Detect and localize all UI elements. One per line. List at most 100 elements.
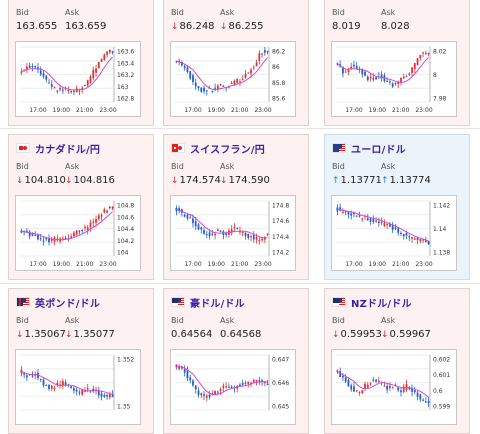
candle [56,90,59,92]
intraday-chart[interactable]: 86.2 86 85.8 85.6 17:00 19:00 21:00 23:00 [170,41,296,117]
y-tick-label: 104.6 [117,214,134,221]
candle [192,218,194,224]
candle [56,238,59,240]
candle [205,90,208,92]
candle [369,77,372,79]
currency-tile[interactable]: 英ポンド/ドル Bid Ask ↓1.35067 ↓1.35077 1.352 1.35 [8,288,154,434]
ask-value-text: 163.659 [65,21,107,32]
candle [200,393,203,396]
currency-pair-link[interactable]: カナダドル/円 [35,144,101,156]
intraday-chart[interactable]: 0.647 0.646 0.645 [170,349,296,425]
candle [419,55,422,59]
candle [408,73,411,75]
currency-tile[interactable]: スイスフラン/円 Bid Ask ↓174.574 ↓174.590 174.8 174.6… [163,134,309,280]
intraday-chart[interactable]: 1.142 1.14 1.138 17:00 19:00 21:00 23:00 [331,195,457,271]
currency-pair-link[interactable]: NZドル/円 [190,0,240,2]
bid-label: Bid [332,8,345,17]
candle [397,387,400,391]
ask-label: Ask [65,316,80,325]
currency-pair-link[interactable]: ランド/円 [351,0,396,2]
bid-value: 163.655 [16,21,57,32]
candle [219,231,222,233]
candle [422,399,424,401]
currency-tile[interactable]: ユーロ/ドル Bid Ask ↑1.13771 ↑1.13774 1.142 1.14 1.1… [324,134,470,280]
candle [233,80,236,86]
moving-average-line [21,371,113,395]
candle [250,69,252,74]
ask-label: Ask [220,316,235,325]
currency-tile[interactable]: ランド/円BidAsk8.0198.0288.0287.9817:0019:00… [324,0,470,126]
candle [241,383,244,385]
candle [45,75,48,80]
candle [108,393,111,398]
candle [386,224,389,226]
candle [411,67,413,73]
candle [416,58,419,66]
y-tick-label: 8 [433,72,437,79]
candle [200,87,203,92]
ask-value: ↓86.255 [220,21,264,32]
candle [419,239,422,242]
y-tick-label: 104.4 [117,226,134,233]
y-tick-label: 163.2 [117,72,134,79]
bid-value: 0.64564 [171,329,212,340]
bid-value-text: 1.13771 [340,175,382,186]
currency-pair-link[interactable]: ユーロ/円 [35,0,80,2]
ask-value: ↓174.590 [220,175,270,186]
candle [92,388,95,392]
candle [366,218,369,221]
bid-label: Bid [16,316,29,325]
currency-pair-link[interactable]: 英ポンド/ドル [35,298,101,310]
candle [375,379,377,382]
intraday-chart[interactable]: 0.602 0.601 0.6 0.599 [331,349,457,425]
currency-tile[interactable]: ユーロ/円 Bid Ask 163.655 163.659 163.6 163.4 163.2… [8,0,154,126]
candle [106,394,108,397]
currency-tile[interactable]: NZドル/ドル Bid Ask ↓0.59953 ↓0.59967 0.602 0.601 0… [324,288,470,434]
candle [181,62,183,66]
currency-pair-link[interactable]: 豪ドル/ドル [190,298,245,310]
candle [186,214,189,219]
candle [361,218,364,220]
currency-tile[interactable]: カナダドル/円 Bid Ask ↓104.810 ↓104.816 104.8 104.6 1… [8,134,154,280]
y-tick-label: 1.138 [433,250,450,257]
down-arrow-icon: ↓ [171,176,179,186]
candle [336,207,339,212]
candle [70,386,73,389]
x-tick-label: 19:00 [208,261,225,268]
candle [26,375,28,378]
intraday-chart[interactable]: 104.8 104.6 104.4 104.2 104 17:00 19:00 21:00 23… [15,195,141,271]
candle [369,383,372,385]
y-tick-label: 174.2 [272,250,289,257]
up-arrow-icon: ↑ [332,176,340,186]
x-tick-label: 19:00 [369,261,386,268]
currency-tile[interactable]: 豪ドル/ドル Bid Ask 0.64564 0.64568 0.647 0.646 0.64… [163,288,309,434]
candle [97,62,100,69]
currency-pair-link[interactable]: ユーロ/ドル [351,144,406,156]
candle [70,91,73,93]
intraday-chart[interactable]: 1.352 1.35 [15,349,141,425]
intraday-chart[interactable]: 174.8 174.6 174.4 174.2 17:00 19:00 21:00 23:00 [170,195,296,271]
candle [416,392,419,397]
candle [263,382,266,384]
intraday-chart[interactable]: 163.6 163.4 163.2 163 162.8 17:00 19:00 21:00 23… [15,41,141,117]
candle [197,390,200,395]
y-tick-label: 174.8 [272,203,289,210]
currency-pair-link[interactable]: NZドル/ドル [351,298,412,310]
currency-pair-link[interactable]: スイスフラン/円 [190,144,265,156]
candle [344,377,347,382]
down-arrow-icon: ↓ [65,330,73,340]
candle [95,68,97,73]
currency-tile[interactable]: NZドル/円BidAsk↓86.248↓86.25586.28685.885.6… [163,0,309,126]
down-arrow-icon: ↓ [220,22,228,32]
candle [197,224,200,230]
intraday-chart[interactable]: 8.02 8 7.98 17:00 19:00 21:00 23:00 [331,41,457,117]
candle [39,70,42,75]
candle [111,394,114,397]
x-tick-label: 23:00 [415,261,432,268]
candle [250,236,252,238]
candle [28,231,31,237]
candle [78,90,81,92]
candle [56,382,59,385]
ask-label: Ask [65,162,80,171]
candle [408,236,411,238]
